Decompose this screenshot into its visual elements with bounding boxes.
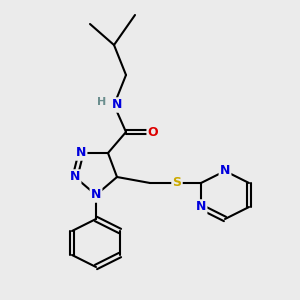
Text: N: N: [196, 200, 206, 214]
Text: N: N: [112, 98, 122, 112]
Text: N: N: [76, 146, 86, 160]
Text: N: N: [91, 188, 101, 202]
Text: H: H: [98, 97, 106, 107]
Text: N: N: [70, 170, 80, 184]
Text: O: O: [148, 125, 158, 139]
Text: S: S: [172, 176, 182, 190]
Text: N: N: [220, 164, 230, 178]
